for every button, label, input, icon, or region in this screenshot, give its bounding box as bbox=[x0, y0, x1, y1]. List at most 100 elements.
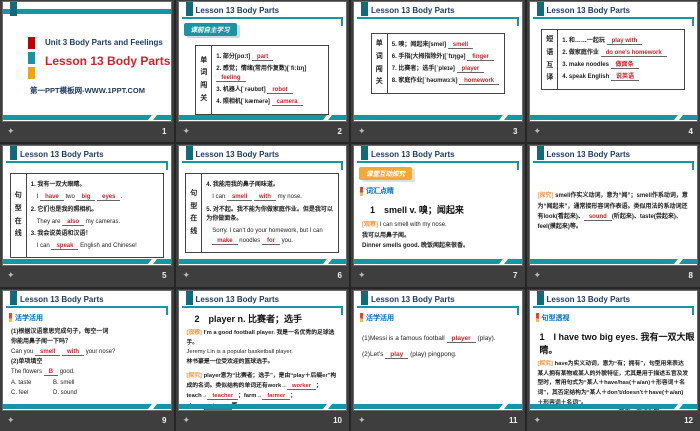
animation-star-icon[interactable]: ✦ bbox=[358, 270, 366, 281]
animation-star-icon[interactable]: ✦ bbox=[7, 414, 15, 425]
bottom-ribbon bbox=[178, 403, 346, 409]
animation-star-icon[interactable]: ✦ bbox=[182, 126, 191, 137]
badge-preclass: 课前自主学习 bbox=[183, 23, 237, 36]
answer-blank: 说英语 bbox=[610, 74, 639, 81]
bottom-ribbon bbox=[3, 403, 171, 409]
thumbnail-footer: ✦ 11 bbox=[354, 410, 522, 431]
answer-blank: big bbox=[76, 194, 96, 202]
animation-star-icon[interactable]: ✦ bbox=[182, 270, 191, 281]
observe-tag: [观察] bbox=[186, 329, 202, 336]
slide-thumbnail-8[interactable]: Lesson 13 Body Parts [探究] smell作实义动词，意为“… bbox=[526, 144, 700, 287]
corner-accent-rect bbox=[185, 2, 193, 16]
slide-thumbnail-7[interactable]: Lesson 13 Body Parts 课堂互动探究 词汇点睛 1 smell… bbox=[351, 144, 525, 287]
word-item: 8. 家庭作业[ˈhəʊmwɜ:k] homework bbox=[392, 77, 500, 86]
word-item: 5. 嗅；闻起来[smel] smell bbox=[392, 41, 500, 50]
answer-blank: player bbox=[456, 66, 485, 73]
slide-header: Lesson 13 Body Parts bbox=[181, 146, 343, 171]
slide-thumbnail-12[interactable]: Lesson 13 Body Parts 句型透视 1 I have two b… bbox=[526, 288, 700, 431]
bottom-ribbon bbox=[354, 115, 522, 120]
answer-blank: teacher bbox=[207, 392, 239, 400]
slide-thumbnail-10[interactable]: Lesson 13 Body Parts 2 player n. 比赛者；选手 … bbox=[175, 288, 349, 431]
answer-blank: also bbox=[62, 218, 85, 226]
slide-7-vocab-point: Lesson 13 Body Parts 课堂互动探究 词汇点睛 1 smell… bbox=[353, 145, 523, 267]
sentence-cn: 2. 它们也是我的照相机。 bbox=[30, 206, 98, 213]
thumbnail-footer: ✦ 7 bbox=[354, 265, 522, 286]
animation-star-icon[interactable]: ✦ bbox=[533, 270, 542, 281]
animation-star-icon[interactable]: ✦ bbox=[533, 126, 542, 137]
animation-star-icon[interactable]: ✦ bbox=[358, 414, 366, 425]
slide-thumbnail-1[interactable]: Unit 3 Body Parts and Feelings Lesson 13… bbox=[0, 0, 174, 143]
slide-number: 8 bbox=[688, 271, 693, 281]
slide-number: 1 bbox=[162, 127, 167, 137]
thumbnail-footer: ✦ 9 bbox=[3, 410, 171, 431]
slide-8-explanation: Lesson 13 Body Parts [探究] smell作实义动词，意为“… bbox=[528, 145, 698, 267]
answer-blank: feeling bbox=[216, 75, 246, 82]
sentence-cn: 5. 对不起。我不能为你做家庭作业。但是我可以为你做面条。 bbox=[206, 206, 333, 222]
section-header: 句型透视 bbox=[535, 313, 698, 323]
slide-6-sentences: Lesson 13 Body Parts 句型在线 4. 我能用我的鼻子闻味道。… bbox=[177, 145, 347, 267]
sentence-en: I have two big eyes. bbox=[36, 194, 123, 202]
word-table: 单词闯关 5. 嗅；闻起来[smel] smell 6. 手指(大拇指除外)[ˈ… bbox=[370, 33, 505, 94]
bottom-ribbon bbox=[354, 403, 522, 409]
slide-header: Lesson 13 Body Parts bbox=[6, 291, 168, 315]
observe-block: [观察] I can smell with my nose. 我可以用鼻子闻。 … bbox=[362, 222, 470, 249]
answer-blank: with bbox=[62, 349, 85, 357]
thumbnail-footer: ✦ 8 bbox=[530, 265, 698, 286]
bottom-ribbon bbox=[3, 259, 171, 265]
slide-thumbnail-5[interactable]: Lesson 13 Body Parts 句型在线 1. 我有一双大眼睛。 I … bbox=[0, 144, 174, 287]
sentence-en: I can speak English and Chinese! bbox=[36, 242, 137, 250]
table-row-label: 单词闯关 bbox=[372, 34, 388, 93]
animation-star-icon[interactable]: ✦ bbox=[358, 126, 366, 137]
sentence-items: 4. 我能用我的鼻子闻味道。 I can smell with my nose.… bbox=[202, 174, 338, 252]
slide-header: Lesson 13 Body Parts bbox=[357, 291, 519, 315]
slide-thumbnail-3[interactable]: Lesson 13 Body Parts 单词闯关 5. 嗅；闻起来[smel]… bbox=[351, 0, 525, 143]
slide-thumbnail-9[interactable]: Lesson 13 Body Parts 活学活用 (1)根据汉语意思完成句子，… bbox=[0, 288, 174, 431]
slide-thumbnail-6[interactable]: Lesson 13 Body Parts 句型在线 4. 我能用我的鼻子闻味道。… bbox=[175, 144, 349, 287]
slide-5-sentences: Lesson 13 Body Parts 句型在线 1. 我有一双大眼睛。 I … bbox=[2, 145, 172, 267]
answer-blank: have bbox=[40, 194, 64, 202]
word-item: 6. 手指(大拇指除外)[ˈfɪŋɡə] finger bbox=[392, 53, 500, 62]
corner-accent-rect bbox=[361, 146, 368, 161]
thumbnail-footer: ✦ 2 bbox=[179, 121, 347, 142]
explore-tag: [探究] bbox=[537, 360, 553, 367]
sentence-cn: 3. 我会说英语和汉语！ bbox=[30, 230, 92, 237]
slide-number: 10 bbox=[333, 415, 342, 425]
answer-blank: camera bbox=[271, 99, 303, 106]
choice-options: A. taste B. smell bbox=[11, 379, 75, 386]
red-square bbox=[28, 37, 35, 49]
slide-12-sentence-point: Lesson 13 Body Parts 句型透视 1 I have two b… bbox=[528, 289, 698, 411]
answer-blank: do one's homework bbox=[600, 50, 667, 57]
animation-star-icon[interactable]: ✦ bbox=[7, 126, 15, 137]
slide-2-words: Lesson 13 Body Parts 课前自主学习 单词闯关 1. 部分[p… bbox=[177, 1, 347, 122]
answer-blank: sound bbox=[583, 213, 612, 221]
animation-star-icon[interactable]: ✦ bbox=[7, 270, 15, 281]
explore-tag: [探究] bbox=[537, 193, 554, 200]
answer-blank: smell bbox=[35, 349, 61, 357]
bottom-ribbon bbox=[529, 259, 697, 265]
slide-header: Lesson 13 Body Parts bbox=[532, 146, 694, 171]
word-item: 1. 部分[pɑ:t] part bbox=[216, 53, 324, 62]
answer-blank: eyes bbox=[97, 194, 121, 202]
bottom-ribbon bbox=[354, 259, 522, 265]
answer-blank: make bbox=[212, 237, 238, 245]
slide-thumbnail-2[interactable]: Lesson 13 Body Parts 课前自主学习 单词闯关 1. 部分[p… bbox=[175, 0, 349, 143]
thumbnail-footer: ✦ 4 bbox=[530, 121, 698, 142]
table-row-label: 单词闯关 bbox=[196, 46, 213, 114]
slide-thumbnail-11[interactable]: Lesson 13 Body Parts 活学活用 (1)Messi is a … bbox=[351, 288, 525, 431]
answer-blank: play bbox=[385, 350, 409, 359]
word-item: 3. 机器人[ˈrəʊbɒt] robot bbox=[216, 86, 324, 95]
section-bar-icon bbox=[9, 313, 12, 323]
choice-options: C. feel D. sound bbox=[11, 389, 78, 396]
animation-star-icon[interactable]: ✦ bbox=[182, 414, 191, 425]
color-squares-decoration bbox=[28, 37, 35, 79]
slide-number: 9 bbox=[162, 415, 167, 425]
animation-star-icon[interactable]: ✦ bbox=[533, 414, 542, 425]
section-header: 活学活用 bbox=[360, 313, 522, 323]
explain-block: [探究] smell作实义动词，意为“闻”；smell作系动词，意为“闻起来”，… bbox=[537, 193, 688, 230]
bottom-ribbon bbox=[3, 115, 171, 120]
table-row-label: 句型在线 bbox=[11, 174, 27, 257]
slide-11-practice: Lesson 13 Body Parts 活学活用 (1)Messi is a … bbox=[353, 289, 523, 411]
word-items: 5. 嗅；闻起来[smel] smell 6. 手指(大拇指除外)[ˈfɪŋɡə… bbox=[388, 34, 504, 93]
thumbnail-footer: ✦ 12 bbox=[530, 410, 698, 431]
slide-thumbnail-4[interactable]: Lesson 13 Body Parts 短语互译 1. 和……一起玩 play… bbox=[526, 0, 700, 143]
